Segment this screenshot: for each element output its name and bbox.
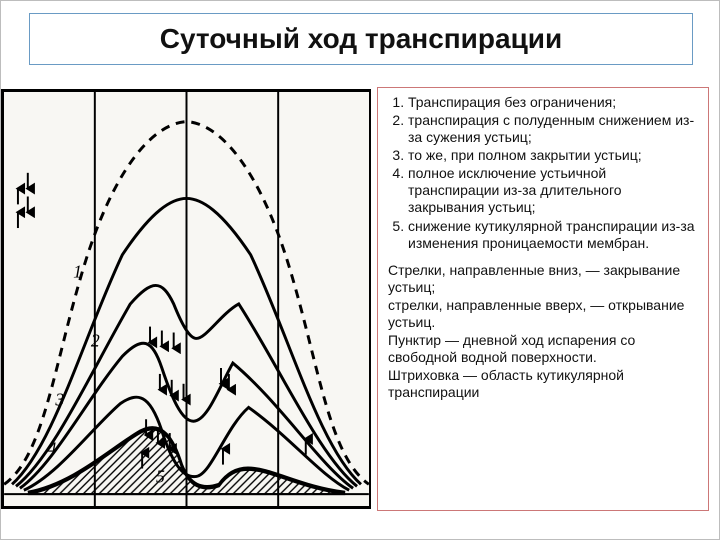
curve-description-list: Транспирация без ограничения; транспирац… — [388, 94, 700, 252]
legend-line: Стрелки, направленные вниз, — закрывание… — [388, 262, 700, 296]
list-item: Транспирация без ограничения; — [408, 94, 700, 111]
list-item: снижение кутикулярной транспирации из-за… — [408, 218, 700, 252]
svg-text:5: 5 — [156, 466, 165, 486]
list-item: транспирация с полуденным снижением из-з… — [408, 112, 700, 146]
chart-svg: 1 2 3 4 5 — [4, 92, 369, 506]
page-title: Суточный ход транспирации — [160, 23, 562, 55]
list-item: то же, при полном закрытии устьиц; — [408, 147, 700, 164]
legend-block: Стрелки, направленные вниз, — закрывание… — [388, 262, 700, 402]
description-panel: Транспирация без ограничения; транспирац… — [377, 87, 709, 511]
svg-text:2: 2 — [91, 330, 100, 350]
legend-line: стрелки, направленные вверх, — открывани… — [388, 297, 700, 331]
svg-text:4: 4 — [48, 439, 57, 459]
legend-line: Штриховка — область кутикулярной транспи… — [388, 367, 700, 401]
svg-text:3: 3 — [54, 389, 64, 409]
list-item: полное исключение устьичной транспирации… — [408, 165, 700, 216]
slide: Суточный ход транспирации 1 2 3 4 5 Транспир… — [0, 0, 720, 540]
transpiration-chart: 1 2 3 4 5 — [1, 89, 371, 509]
legend-line: Пунктир — дневной ход испарения со свобо… — [388, 332, 700, 366]
title-box: Суточный ход транспирации — [29, 13, 693, 65]
svg-text:1: 1 — [73, 261, 82, 281]
